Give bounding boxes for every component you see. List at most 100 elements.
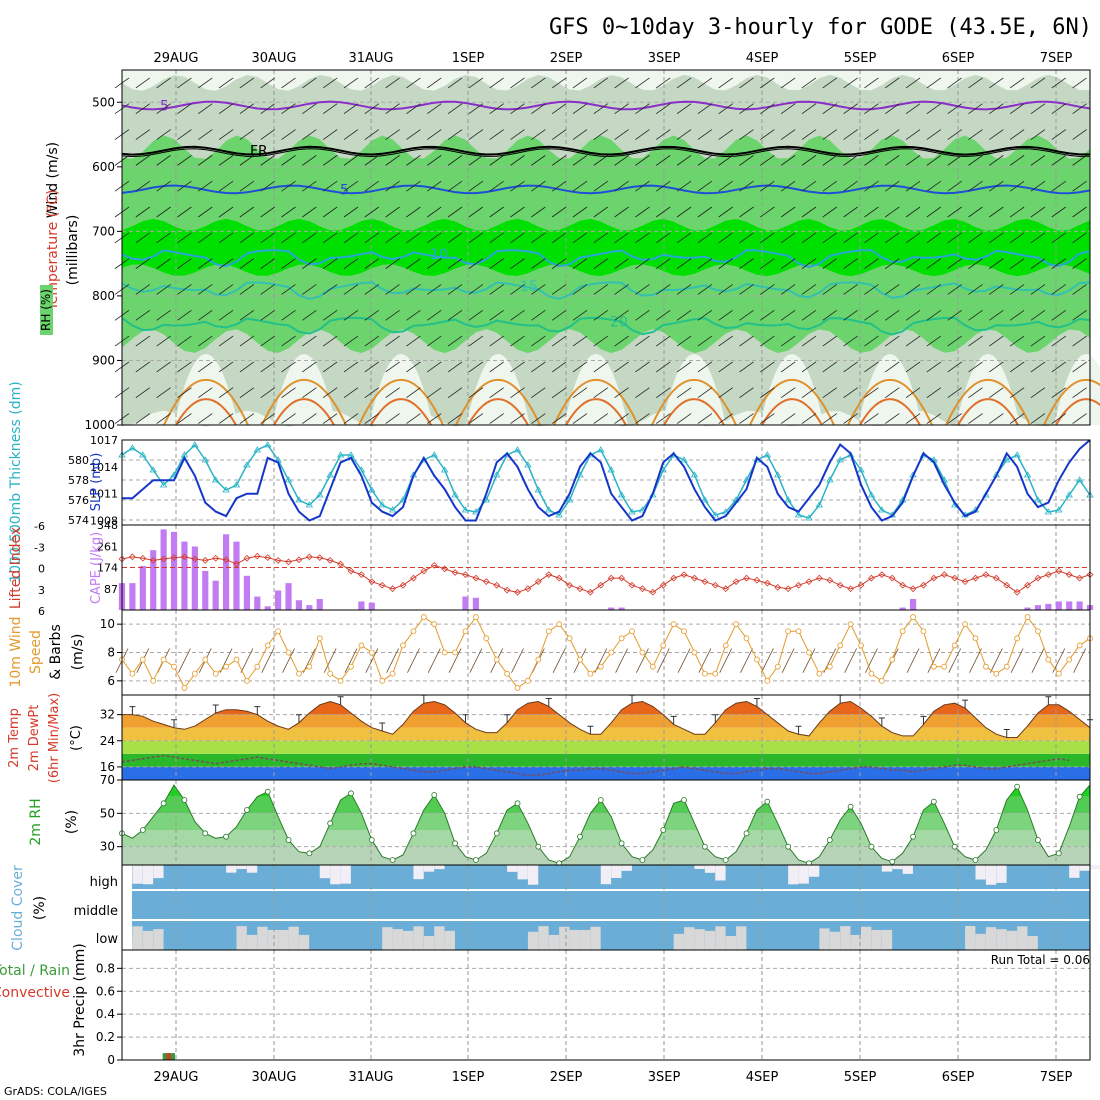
wind-barb [718,129,733,140]
wind-barb [198,413,213,424]
high-cloud-gap [330,865,341,885]
wind-barb [989,77,1004,89]
wind-barb [156,206,171,218]
wind-speed-marker [639,649,646,656]
wind-barb [1072,361,1087,373]
temp-max-bar [295,714,302,723]
wind-barb [593,129,609,140]
wind-barb [364,258,380,269]
cape-tick-label: 261 [97,540,118,553]
wind-barb [593,103,609,115]
wind-barb [531,155,546,166]
wind-barb [177,103,192,115]
wind-barb [947,413,962,424]
wind-speed-marker [764,677,771,684]
wind-barb [593,361,609,373]
wind-barb [614,180,629,192]
wind-barb [656,284,671,295]
wind-barb [1051,206,1067,218]
wind-barb [468,284,484,295]
temperature-contour [121,316,1091,336]
wind-barb [1051,103,1067,115]
rh-band-dark [122,218,1090,277]
wind-barb [864,258,879,269]
wind-barb [676,77,692,89]
high-cloud-gap [611,865,622,878]
wind-barb [885,129,900,140]
wind-barb [593,206,609,218]
thickness-marker [170,471,178,478]
warm-contour [651,379,737,426]
wind-barb [427,413,442,424]
wind-barb [739,180,754,192]
wind-barb [281,258,296,269]
wind-speed-marker [556,621,563,628]
low-cloud-gap [1027,935,1038,950]
high-cloud-gap [423,865,435,872]
wind-barb [281,232,296,244]
wind-barb [322,206,338,218]
wind-barb [676,361,692,373]
wind-barb [510,335,525,347]
low-cloud-gap [153,929,164,950]
wind-barb [447,180,463,192]
low-cloud-gap [267,929,279,950]
wind-barb [1030,155,1046,166]
rh-marker [223,833,229,840]
wind-barb [780,206,796,218]
high-cloud-gap [892,865,903,870]
wind-barb [822,258,838,269]
wind-speed-marker [1045,656,1052,663]
wind-barb [385,258,400,269]
thickness-tick-label: 580 [68,454,89,467]
low-cloud-gap [996,929,1007,950]
wind-barb [198,387,213,399]
li-marker [285,558,292,566]
wind-barb [905,129,921,140]
thickness-marker [534,486,543,493]
wind-barb [427,77,442,89]
wind-barb [447,413,463,424]
wind-barb [864,155,879,166]
wind-barb [364,129,380,140]
li-marker [368,578,376,586]
wind-speed-marker [587,670,594,677]
wind-barb [780,258,796,269]
wind-barb [968,284,983,295]
top-day-labels: 29AUG 30AUG 31AUG 1SEP 2SEP 3SEP 4SEP 5SEP 6SEP 7… [153,51,1072,66]
wind-barb [656,335,671,347]
wind-barb [364,180,380,192]
wind-barb [614,206,629,218]
day-label-bottom: 4SEP [746,1070,779,1085]
wind-barb [551,232,567,244]
wind-barb [343,284,359,295]
wind-speed-marker [1014,635,1021,642]
wind-barb [760,309,775,321]
wind-barb [489,284,504,295]
wind-barb [385,284,400,295]
wind-barb [177,361,192,373]
wind-barb [822,129,838,140]
wind-barb [385,361,400,373]
thickness-marker [451,491,459,498]
wind-barb [468,335,484,347]
low-cloud-gap [861,926,872,950]
wind-barb [510,387,525,399]
wind-barb [489,309,504,321]
wind-barb [239,129,255,140]
low-cloud-gap [538,926,549,950]
wind-barb [760,180,775,192]
low-cloud-gap [413,926,424,950]
wind-barb [968,232,983,244]
wind-barb [718,103,733,115]
wind-barb [780,387,796,399]
slp-tick-label: 1017 [90,434,118,447]
wind-barb [385,129,400,140]
li-marker [868,574,875,582]
temp-max-bar [753,697,760,707]
wind-barb [135,206,151,218]
wind-speed-marker [306,663,313,670]
wind-barb [697,232,713,244]
cape-bar [160,529,167,610]
wind-barb [198,129,213,140]
